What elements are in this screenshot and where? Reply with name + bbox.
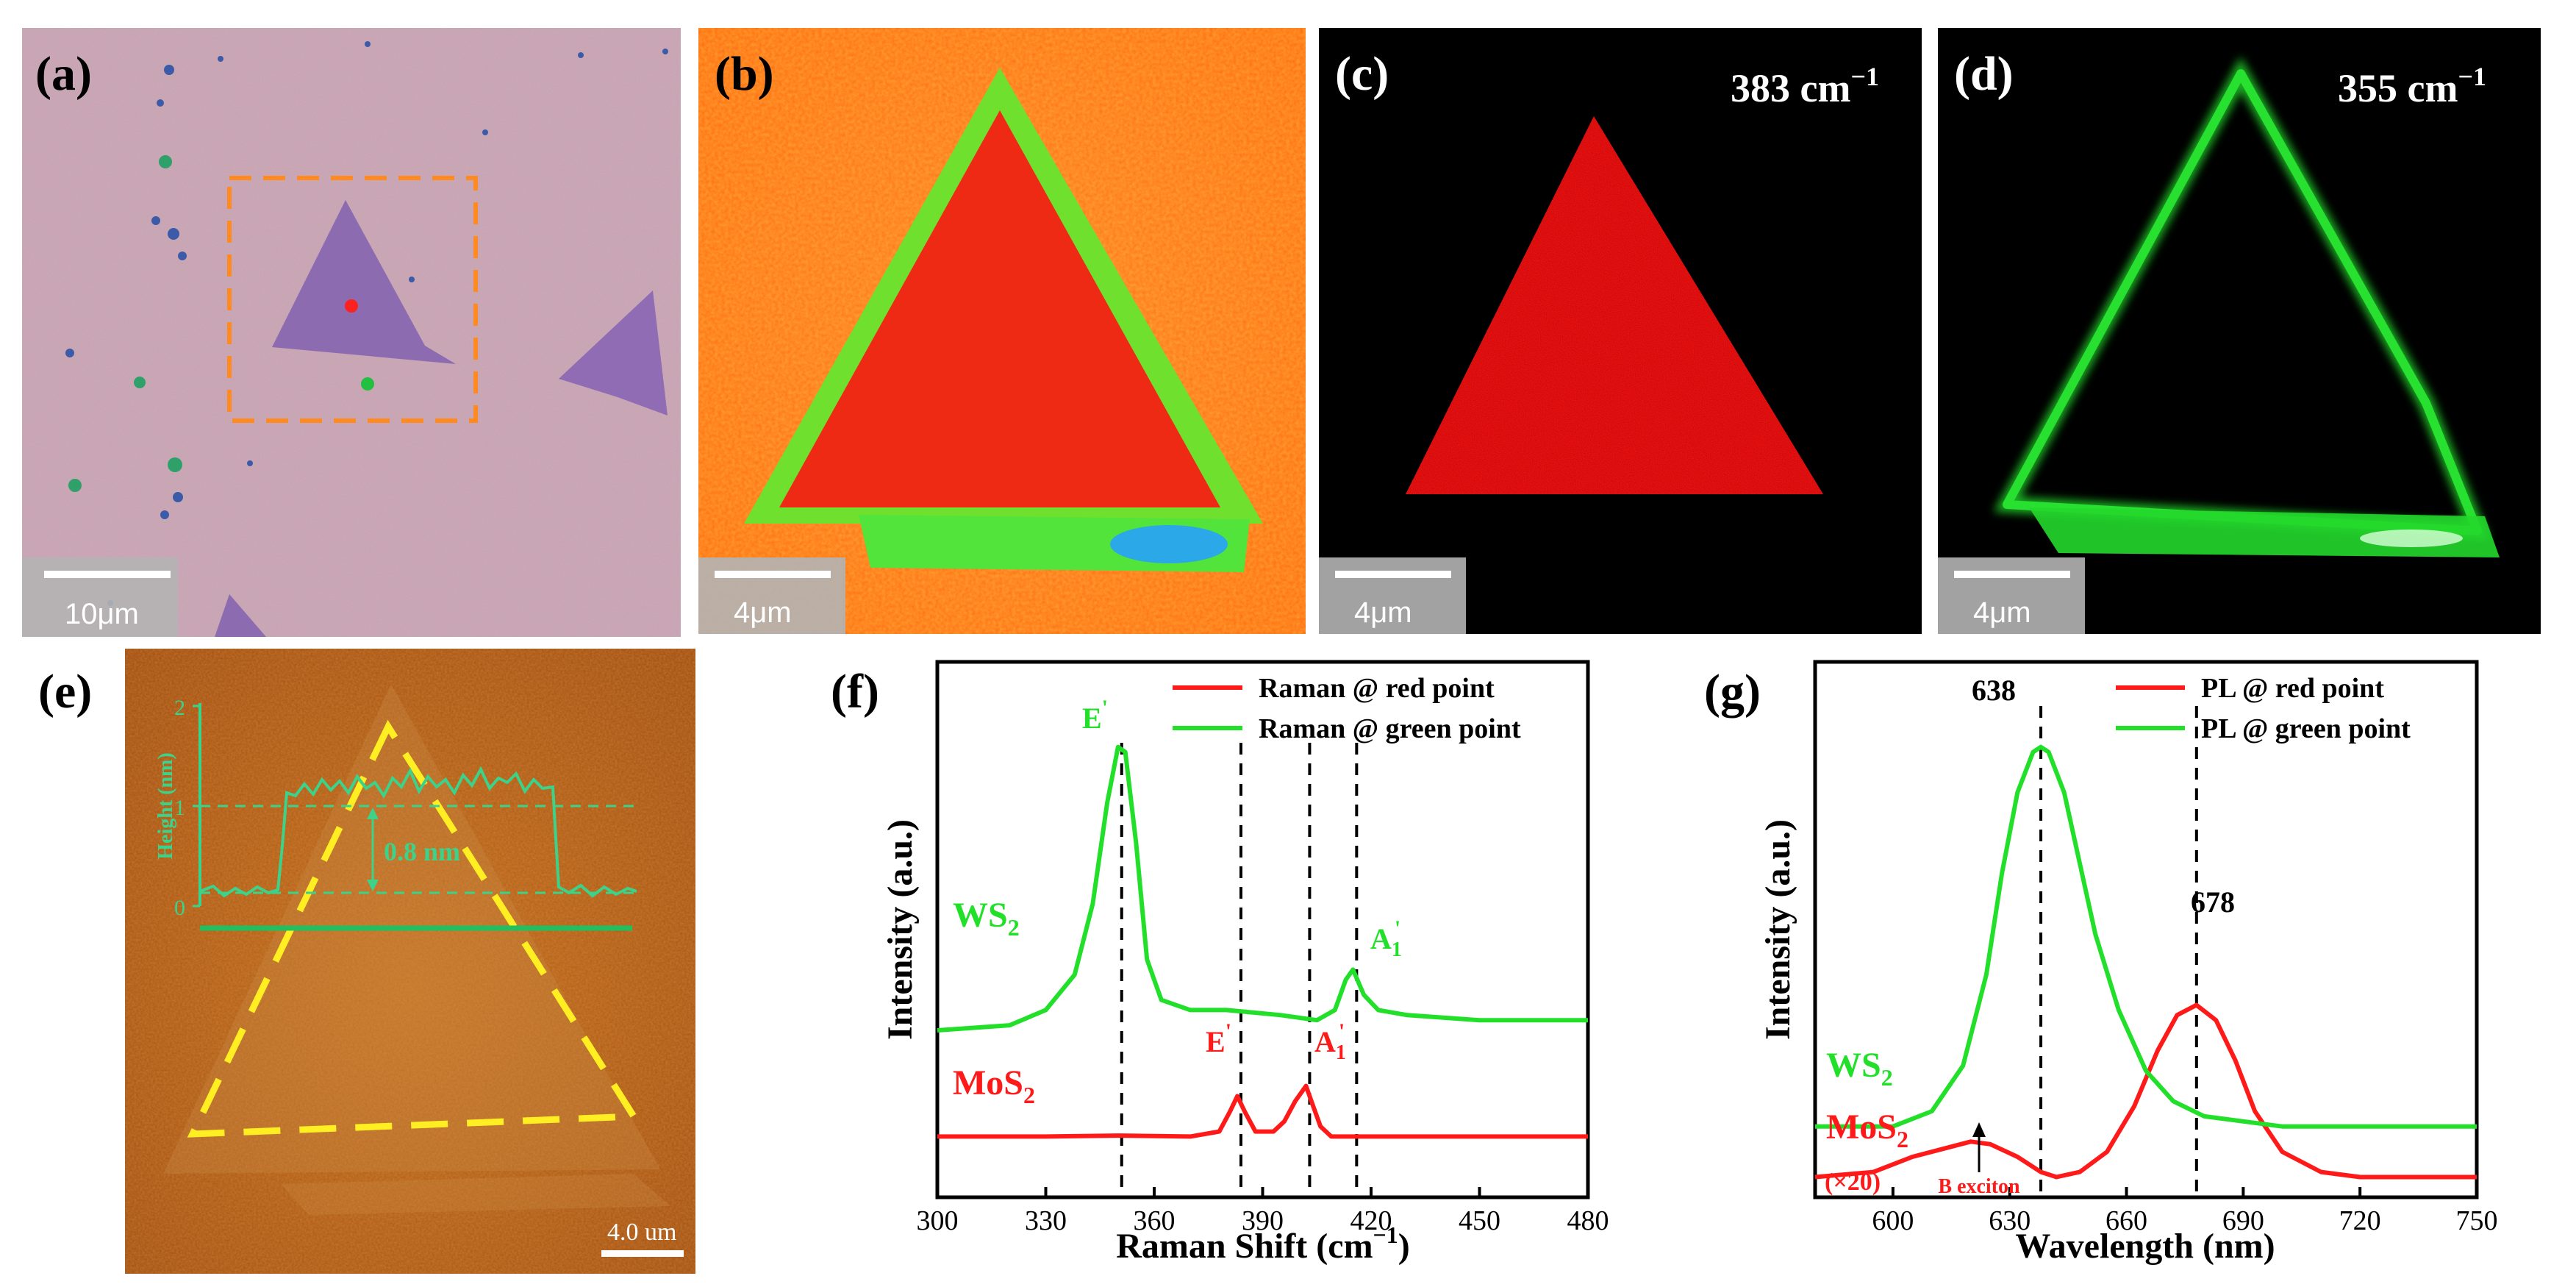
scale-bar (44, 571, 171, 578)
raman-shift-label: 355 cm−1 (2338, 62, 2486, 110)
panel-g: (g) 600 630 660 690 720 750 Wavelength (nm) I… (1704, 660, 2498, 1266)
series-line-red (937, 1083, 1588, 1139)
flake-main (272, 200, 456, 364)
x-tick-label: 600 (1872, 1205, 1914, 1236)
peak-label-678: 678 (2191, 885, 2235, 919)
x-axis-label: Raman Shift (cm−1) (1116, 1222, 1410, 1266)
panel-b: 4μm (b) (698, 28, 1306, 634)
svg-text:0: 0 (174, 896, 185, 920)
scale-bar-label: 4μm (1973, 596, 2031, 629)
panel-label: (d) (1954, 47, 2014, 101)
red-point-marker (345, 299, 358, 313)
scale-bar-bg (1319, 557, 1466, 634)
series-line-green (1815, 744, 2477, 1129)
scale-bar (715, 571, 831, 578)
y-axis-label: Intensity (a.u.) (881, 819, 920, 1040)
y-axis-label: Intensity (a.u.) (1759, 819, 1797, 1040)
flake-corner (215, 594, 266, 637)
x-tick-label: 450 (1459, 1205, 1500, 1236)
x-axis-ticks: 300 330 360 390 420 450 480 (917, 1187, 1609, 1236)
x-tick-label: 330 (1025, 1205, 1067, 1236)
svg-text:1: 1 (174, 796, 185, 820)
profile-trace (199, 766, 637, 898)
spectra (1814, 744, 2477, 1180)
x-tick-label: 660 (2105, 1205, 2147, 1236)
legend-label-green: PL @ green point (2201, 713, 2411, 744)
peak-guides (1120, 743, 1359, 1197)
height-profile-inset: 0.8 nm 2 1 0 Height (nm) (154, 696, 637, 920)
scale-bar-label: 4μm (734, 596, 792, 629)
mos2-e-prime: E' (1206, 1019, 1231, 1058)
peak-guides (2039, 706, 2198, 1197)
scale-bar-bg (698, 557, 845, 634)
legend-label-red: PL @ red point (2201, 673, 2384, 704)
scale-bar (1335, 571, 1451, 578)
panel-label: (c) (1335, 47, 1389, 101)
raman-shift-label: 383 cm−1 (1731, 62, 1879, 110)
scale-bar (601, 1250, 684, 1257)
scale-bar-label: 10μm (65, 598, 139, 630)
panel-label: (b) (715, 47, 774, 101)
svg-text:2: 2 (174, 696, 185, 720)
scale-bar-label: 4μm (1354, 596, 1412, 629)
x-axis-label: Wavelength (nm) (2015, 1227, 2275, 1266)
scale-factor-label: (×20) (1825, 1169, 1881, 1196)
panel-label: (g) (1704, 665, 1761, 719)
x-tick-label: 360 (1134, 1205, 1176, 1236)
flake-side (559, 290, 668, 416)
panel-e: (e) 0.8 nm 2 1 0 Height (nm) 4.0 um (38, 649, 695, 1274)
scale-bar (1954, 571, 2070, 578)
debris (65, 41, 668, 606)
panel-f: (f) 300 330 360 390 420 450 480 Raman Shift (c… (831, 660, 1609, 1266)
triangle-core (779, 110, 1220, 507)
panel-a: 10μm (a) (22, 28, 681, 637)
ws2-a1: A1' (1370, 916, 1402, 961)
b-exciton-label: B exciton (1938, 1175, 2020, 1198)
panel-label: (e) (38, 665, 92, 719)
series-line-red (1814, 1002, 2477, 1180)
green-point-marker (361, 377, 374, 391)
x-tick-label: 720 (2339, 1205, 2381, 1236)
panel-c: 4μm (c) 383 cm−1 (1319, 28, 1922, 634)
x-tick-label: 630 (1989, 1205, 2031, 1236)
inset-ylabel: Height (nm) (154, 752, 177, 859)
panel-d: 4μm (d) 355 cm−1 (1938, 28, 2541, 634)
blue-spot (1110, 525, 1228, 563)
step-height-label: 0.8 nm (384, 837, 460, 866)
series-line-green (937, 744, 1588, 1033)
flake-lower (281, 1174, 670, 1215)
legend-label-red: Raman @ red point (1259, 673, 1495, 704)
ws2-e-prime: E' (1082, 696, 1108, 735)
panel-label: (a) (35, 47, 92, 101)
x-tick-label: 420 (1350, 1205, 1392, 1236)
x-axis-ticks: 600 630 660 690 720 750 (1872, 1187, 2498, 1236)
selection-box (227, 176, 478, 423)
ws2-label: WS2 (1826, 1046, 1893, 1091)
mos2-label: MoS2 (1826, 1108, 1908, 1152)
legend-label-green: Raman @ green point (1259, 713, 1521, 744)
x-tick-label: 390 (1242, 1205, 1284, 1236)
mos2-a1: A1' (1314, 1019, 1346, 1064)
x-tick-label: 750 (2456, 1205, 2498, 1236)
scale-bar-label: 4.0 um (607, 1219, 676, 1246)
scale-bar-bg (1938, 557, 2085, 634)
spectra (937, 744, 1588, 1139)
x-tick-label: 480 (1567, 1205, 1609, 1236)
peak-label-638: 638 (1972, 674, 2016, 707)
ws2-label: WS2 (953, 896, 1020, 941)
x-tick-label: 300 (917, 1205, 959, 1236)
x-tick-label: 690 (2222, 1205, 2264, 1236)
plot-frame (1813, 660, 2479, 1199)
panel-label: (f) (831, 665, 879, 719)
mos2-label: MoS2 (953, 1063, 1035, 1108)
